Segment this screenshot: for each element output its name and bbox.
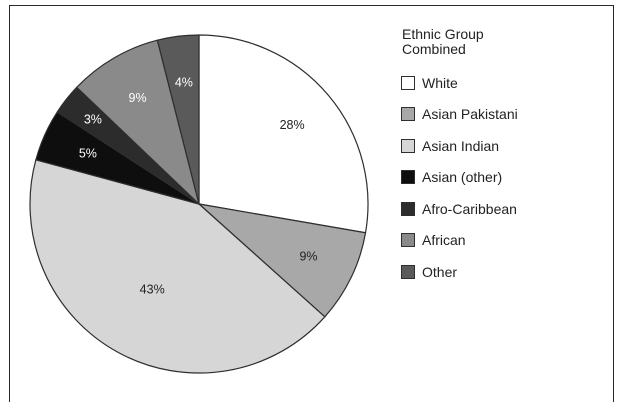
legend-label-other: Other bbox=[422, 263, 458, 280]
legend-swatch-asian-other bbox=[401, 170, 415, 184]
legend-item-other: Other bbox=[401, 261, 518, 282]
legend-label-white: White bbox=[422, 74, 458, 91]
legend-item-african: African bbox=[401, 230, 518, 251]
legend-title: Ethnic Group Combined bbox=[402, 27, 582, 57]
pie-slice-other bbox=[156, 34, 200, 205]
legend-label-african: African bbox=[422, 232, 466, 248]
legend-title-line-1: Ethnic Group bbox=[402, 26, 484, 42]
pie-label-african: 9% bbox=[129, 91, 147, 105]
legend-item-asian-other: Asian (other) bbox=[401, 167, 518, 188]
legend-title-line-2: Combined bbox=[402, 41, 466, 57]
legend-item-afro-caribbean: Afro-Caribbean bbox=[401, 198, 518, 219]
pie-label-other: 4% bbox=[175, 76, 193, 90]
legend-label-asian-pakistani: Asian Pakistani bbox=[422, 106, 518, 122]
pie-label-white: 28% bbox=[280, 118, 305, 132]
legend-item-asian-pakistani: Asian Pakistani bbox=[401, 104, 518, 125]
legend-swatch-asian-pakistani bbox=[401, 107, 415, 121]
legend-item-white: White bbox=[401, 72, 518, 93]
legend-item-asian-indian: Asian Indian bbox=[401, 135, 518, 156]
pie-label-asian-other: 5% bbox=[79, 147, 97, 161]
pie-label-afro-caribbean: 3% bbox=[84, 112, 102, 126]
legend-swatch-asian-indian bbox=[401, 138, 415, 153]
pie-slice-asian-indian bbox=[29, 159, 326, 374]
legend: White Asian Pakistani Asian Indian Asian… bbox=[401, 72, 518, 293]
legend-label-asian-indian: Asian Indian bbox=[422, 137, 500, 154]
legend-swatch-other bbox=[401, 264, 415, 279]
pie-slice-white bbox=[198, 34, 369, 234]
pie-label-asian-pakistani: 9% bbox=[299, 249, 317, 263]
pie-slice-asian-pakistani bbox=[198, 203, 367, 318]
legend-swatch-white bbox=[401, 75, 415, 90]
legend-swatch-african bbox=[401, 233, 415, 247]
legend-label-asian-other: Asian (other) bbox=[422, 169, 503, 185]
legend-label-afro-caribbean: Afro-Caribbean bbox=[422, 200, 517, 217]
pie-label-asian-indian: 43% bbox=[140, 282, 165, 296]
pie-slice-african bbox=[76, 39, 200, 205]
legend-swatch-afro-caribbean bbox=[401, 201, 415, 216]
